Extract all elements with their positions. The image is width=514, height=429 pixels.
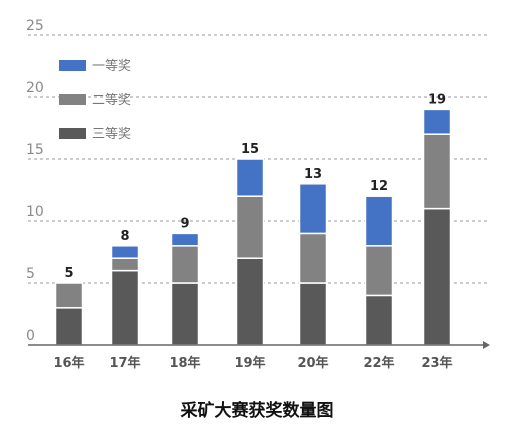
y-tick-label: 20 bbox=[26, 80, 44, 96]
bar-total-label: 9 bbox=[180, 216, 189, 231]
bar-segment bbox=[110, 257, 140, 272]
x-tick-label: 22年 bbox=[363, 355, 394, 371]
legend-swatch bbox=[59, 60, 86, 71]
y-tick-label: 5 bbox=[26, 266, 35, 282]
x-tick-label: 18年 bbox=[169, 355, 200, 371]
y-tick-label: 15 bbox=[26, 142, 44, 158]
bar-total-label: 8 bbox=[120, 229, 129, 244]
legend-label: 一等奖 bbox=[92, 58, 131, 74]
bar-total-label: 12 bbox=[370, 179, 388, 194]
x-tick-label: 16年 bbox=[53, 355, 84, 371]
x-tick-label: 19年 bbox=[234, 355, 265, 371]
bar-segment bbox=[235, 257, 265, 346]
bar-segment bbox=[54, 307, 84, 346]
bar-segment bbox=[364, 294, 394, 346]
x-tick-label: 23年 bbox=[421, 355, 452, 371]
bars bbox=[54, 108, 452, 346]
bar-segment bbox=[298, 183, 328, 235]
bar-segment bbox=[235, 195, 265, 259]
chart-title: 采矿大赛获奖数量图 bbox=[180, 401, 334, 421]
y-axis-ticks: 0 5 10 15 20 25 bbox=[26, 18, 44, 344]
bar-total-label: 5 bbox=[64, 266, 73, 281]
x-tick-label: 20年 bbox=[297, 355, 328, 371]
bar-segment bbox=[170, 232, 200, 247]
bar-segment bbox=[170, 282, 200, 346]
legend-label: 二等奖 bbox=[92, 92, 131, 108]
y-tick-label: 0 bbox=[26, 328, 35, 344]
bar-segment bbox=[364, 245, 394, 297]
y-tick-label: 25 bbox=[26, 18, 44, 34]
data-labels: 5 8 9 15 13 12 19 bbox=[64, 92, 446, 281]
y-tick-label: 10 bbox=[26, 204, 44, 220]
bar-segment bbox=[110, 245, 140, 259]
bar-total-label: 19 bbox=[428, 92, 446, 107]
bar-segment bbox=[422, 133, 452, 210]
bar-total-label: 13 bbox=[304, 167, 322, 182]
bar-segment bbox=[364, 195, 394, 247]
x-axis-ticks: 16年 17年 18年 19年 20年 22年 23年 bbox=[53, 355, 452, 371]
x-axis-arrow bbox=[483, 341, 490, 349]
bar-segment bbox=[110, 269, 140, 346]
bar-segment bbox=[170, 245, 200, 284]
legend-label: 三等奖 bbox=[92, 126, 131, 142]
legend-swatch bbox=[59, 94, 86, 105]
bar-segment bbox=[298, 232, 328, 284]
bar-segment bbox=[422, 108, 452, 135]
bar-segment bbox=[235, 158, 265, 197]
bar-segment bbox=[298, 282, 328, 346]
x-tick-label: 17年 bbox=[109, 355, 140, 371]
bar-total-label: 15 bbox=[241, 142, 259, 157]
x-axis bbox=[28, 341, 490, 349]
bar-segment bbox=[54, 282, 84, 309]
bar-segment bbox=[422, 207, 452, 346]
legend-swatch bbox=[59, 128, 86, 139]
